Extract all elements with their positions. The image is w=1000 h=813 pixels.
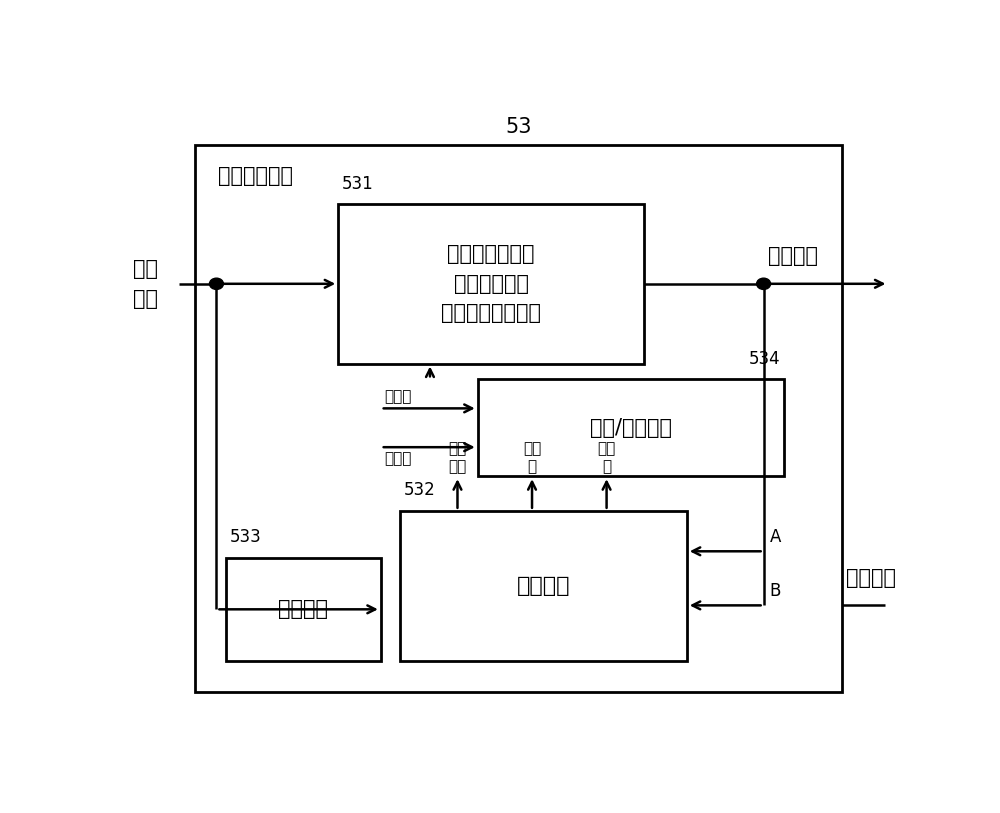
Text: 532: 532 — [404, 481, 436, 499]
Text: 基础
降: 基础 降 — [597, 441, 616, 474]
Bar — [338, 204, 644, 363]
Text: 加压/减压判断: 加压/减压判断 — [590, 418, 672, 437]
Text: 指令
扭矩: 指令 扭矩 — [133, 259, 158, 309]
Text: B: B — [770, 582, 781, 600]
Text: 534: 534 — [748, 350, 780, 368]
Text: 533: 533 — [230, 528, 261, 546]
Bar — [478, 379, 784, 476]
Text: 辅助升: 辅助升 — [385, 389, 412, 405]
Text: 计算指令油压: 计算指令油压 — [218, 167, 293, 186]
Text: 基础
中立: 基础 中立 — [448, 441, 467, 474]
Circle shape — [209, 278, 223, 289]
Text: 基础
升: 基础 升 — [523, 441, 541, 474]
Text: 指令油压: 指令油压 — [768, 246, 818, 267]
Text: 指令扭矩对指令
油压转换特性
（扭矩滞后特性）: 指令扭矩对指令 油压转换特性 （扭矩滞后特性） — [441, 244, 541, 324]
Text: 实际油压: 实际油压 — [846, 568, 896, 589]
Circle shape — [757, 278, 771, 289]
Text: A: A — [770, 528, 781, 546]
Bar — [195, 145, 842, 693]
Text: 辅助判断: 辅助判断 — [278, 599, 328, 620]
Bar — [226, 558, 381, 661]
Bar — [400, 511, 687, 661]
Text: 基础判断: 基础判断 — [517, 576, 570, 596]
Text: 辅助降: 辅助降 — [385, 451, 412, 466]
Text: 531: 531 — [342, 175, 374, 193]
Text: 53: 53 — [505, 117, 532, 137]
